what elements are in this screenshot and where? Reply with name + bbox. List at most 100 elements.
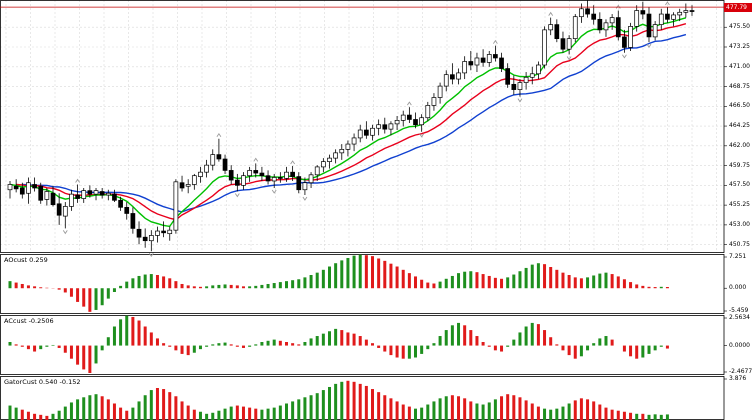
candle-body — [456, 72, 461, 80]
candle-body — [253, 170, 259, 174]
candle-body — [44, 191, 50, 200]
candle-body — [284, 171, 289, 179]
candle-body — [505, 68, 511, 85]
pane-frame-ao — [0, 254, 725, 314]
fractal-up-marker — [216, 132, 222, 138]
candle-body — [191, 175, 197, 185]
fractal-down-marker — [419, 133, 425, 138]
candle-body — [603, 22, 609, 31]
candle-body — [87, 190, 93, 195]
price-tick-label: 471.00 — [729, 62, 750, 70]
fractal-down-marker — [622, 54, 627, 59]
candle-body — [26, 182, 31, 194]
candle-body — [32, 184, 37, 189]
candle-body — [652, 24, 658, 38]
candle-body — [591, 13, 597, 20]
ao-tick-label: 0.000 — [729, 284, 747, 292]
candle-body — [124, 206, 130, 214]
fractal-down-marker — [271, 189, 277, 194]
candle-body — [222, 158, 228, 171]
ma-slow-line — [22, 33, 687, 213]
candle-body — [579, 8, 584, 18]
candle-body — [265, 175, 271, 182]
price-tick-label: 462.00 — [729, 141, 750, 149]
candle-body — [198, 171, 203, 177]
candle-body — [683, 10, 689, 13]
price-tick-label: 450.75 — [729, 240, 750, 248]
candle-body — [665, 13, 670, 20]
candle-body — [560, 38, 566, 50]
candle-body — [585, 8, 590, 15]
candle-body — [658, 13, 664, 25]
candle-body — [228, 170, 234, 181]
candle-body — [302, 182, 308, 191]
candle-body — [19, 187, 25, 195]
candle-body — [671, 14, 676, 20]
candle-body — [634, 10, 640, 27]
candle-body — [572, 16, 578, 40]
candle-body — [370, 127, 375, 136]
candle-body — [99, 191, 105, 196]
candle-body — [407, 114, 412, 120]
candle-body — [437, 85, 443, 98]
candle-body — [345, 143, 351, 150]
candle-body — [333, 152, 338, 159]
fractal-down-marker — [646, 43, 652, 48]
fractal-down-marker — [517, 98, 523, 103]
candle-body — [179, 182, 185, 189]
candle-body — [554, 24, 560, 40]
candle-body — [689, 10, 695, 12]
candle-body — [450, 74, 455, 80]
candle-body — [56, 203, 62, 216]
candle-body — [277, 177, 283, 179]
candle-body — [247, 170, 252, 177]
candle-body — [382, 124, 388, 130]
candle-body — [357, 129, 363, 139]
candle-body — [431, 97, 437, 106]
candle-body — [388, 123, 394, 130]
gator-indicator-label: GatorCust 0.540 -0.152 — [4, 378, 81, 386]
ao-tick-label: -5.459 — [729, 307, 749, 314]
candle-body — [536, 64, 541, 75]
ac-indicator-label: ACcust -0.2506 — [4, 317, 54, 325]
candle-body — [609, 17, 615, 24]
candle-body — [259, 172, 265, 177]
candle-body — [351, 137, 357, 145]
ao-tick-label: 7.251 — [729, 253, 747, 260]
candle-body — [443, 74, 449, 87]
candle-body — [468, 61, 474, 66]
candle-body — [296, 176, 302, 191]
candle-body — [376, 124, 381, 129]
candle-body — [50, 192, 56, 206]
fractal-up-marker — [615, 4, 621, 9]
candle-body — [93, 190, 99, 195]
candle-body — [75, 194, 80, 199]
ac-tick-label: 2.5634 — [729, 314, 750, 321]
candle-body — [148, 235, 154, 242]
candle-body — [628, 26, 633, 48]
candle-body — [142, 236, 148, 242]
candle-body — [155, 230, 160, 236]
candle-body — [511, 83, 517, 90]
price-tick-label: 475.50 — [729, 23, 750, 31]
candle-body — [308, 174, 314, 184]
candle-body — [523, 76, 529, 83]
candle-body — [339, 148, 345, 154]
pane-frame-ac — [0, 315, 725, 375]
price-tick-label: 468.75 — [729, 82, 750, 90]
candle-body — [234, 179, 240, 186]
candle-body — [394, 120, 400, 125]
candle-body — [241, 175, 246, 186]
fractal-up-marker — [75, 178, 80, 183]
candle-body — [615, 17, 621, 38]
candle-body — [105, 192, 111, 196]
candle-body — [69, 193, 74, 207]
candle-body — [413, 119, 418, 126]
candle-body — [493, 54, 498, 59]
candle-body — [216, 154, 222, 160]
candle-body — [314, 166, 320, 176]
candle-body — [7, 184, 13, 191]
price-tick-label: 473.25 — [729, 42, 750, 50]
